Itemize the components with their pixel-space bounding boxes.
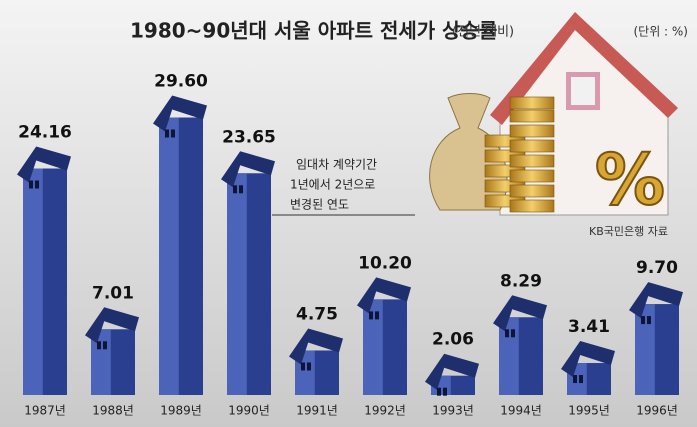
roof xyxy=(289,328,343,365)
value-label: 8.29 xyxy=(500,271,542,291)
value-label: 9.70 xyxy=(636,258,678,278)
x-tick-label: 1991년 xyxy=(296,404,338,418)
window xyxy=(171,129,175,138)
x-tick-label: 1989년 xyxy=(160,404,202,418)
value-label: 29.60 xyxy=(154,72,208,92)
roof xyxy=(425,353,479,390)
roof xyxy=(357,277,411,314)
window xyxy=(579,375,583,384)
roof xyxy=(629,282,683,319)
window xyxy=(437,387,441,396)
value-label: 7.01 xyxy=(92,283,134,303)
source-label: KB국민은행 자료 xyxy=(589,225,668,238)
x-tick-label: 1990년 xyxy=(228,404,270,418)
window xyxy=(573,375,577,384)
window xyxy=(443,387,447,396)
window xyxy=(375,311,379,320)
value-label: 24.16 xyxy=(18,123,72,143)
x-tick-label: 1994년 xyxy=(500,404,542,418)
roof xyxy=(493,295,547,332)
illustration: % xyxy=(429,12,678,222)
roof xyxy=(221,151,275,188)
window xyxy=(647,316,651,325)
unit-label: (단위 : %) xyxy=(633,25,688,39)
roof xyxy=(17,146,71,183)
window xyxy=(505,329,509,338)
window xyxy=(239,185,243,194)
roof xyxy=(85,307,139,344)
roof xyxy=(153,95,207,132)
bar-face xyxy=(23,168,43,395)
annotation: 임대차 계약기간 xyxy=(296,157,377,172)
percent-icon: % xyxy=(595,139,665,221)
x-tick-label: 1995년 xyxy=(568,404,610,418)
window xyxy=(103,341,107,350)
x-tick-label: 1993년 xyxy=(432,404,474,418)
window xyxy=(233,185,237,194)
window xyxy=(641,316,645,325)
value-label: 3.41 xyxy=(568,317,610,337)
bar-face xyxy=(227,173,247,395)
bar-face xyxy=(635,304,655,395)
value-label: 4.75 xyxy=(296,304,338,324)
window xyxy=(29,180,33,189)
window xyxy=(307,362,311,371)
window xyxy=(511,329,515,338)
value-label: 23.65 xyxy=(222,127,276,147)
bar-face xyxy=(159,117,179,395)
x-tick-label: 1988년 xyxy=(92,404,134,418)
window xyxy=(301,362,305,371)
bar-face xyxy=(363,299,383,395)
roof xyxy=(561,341,615,378)
annotation: 변경된 연도 xyxy=(290,198,349,212)
x-tick-label: 1987년 xyxy=(24,404,66,418)
chart-subtitle: (전년 대비) xyxy=(452,25,514,40)
chart-title: 1980~90년대 서울 아파트 전세가 상승률 xyxy=(130,19,497,43)
x-tick-label: 1992년 xyxy=(364,404,406,418)
value-label: 2.06 xyxy=(432,330,474,350)
annotation: 1년에서 2년으로 xyxy=(290,178,375,192)
window xyxy=(97,341,101,350)
window xyxy=(165,129,169,138)
value-label: 10.20 xyxy=(358,253,412,273)
x-tick-label: 1996년 xyxy=(636,404,678,418)
window xyxy=(35,180,39,189)
window xyxy=(369,311,373,320)
